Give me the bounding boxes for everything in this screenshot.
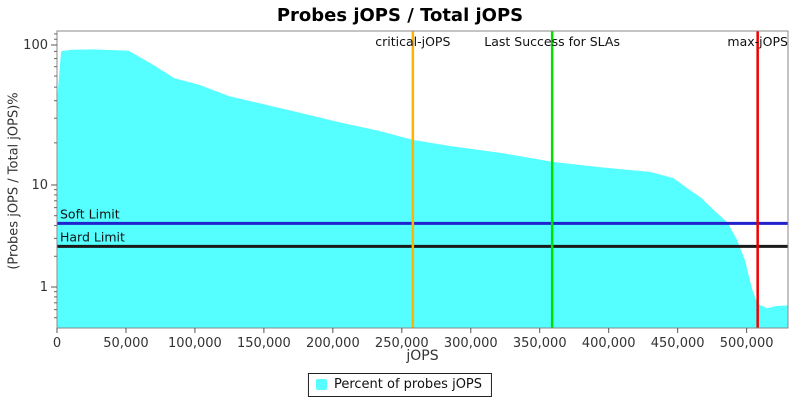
x-tick-label: 450,000 (651, 336, 705, 351)
x-axis-title: jOPS (406, 348, 439, 364)
probes-area-series (57, 49, 788, 329)
chart-title: Probes jOPS / Total jOPS (276, 5, 524, 26)
x-tick-label: 400,000 (582, 336, 636, 351)
y-tick-label: 10 (31, 178, 48, 193)
legend-label: Percent of probes jOPS (333, 377, 483, 392)
legend-swatch-icon (315, 379, 327, 390)
x-tick-label: 0 (53, 336, 61, 351)
hard-limit-label: Hard Limit (60, 229, 125, 244)
x-tick-label: 250,000 (375, 336, 429, 351)
x-tick-label: 100,000 (168, 336, 222, 351)
max-jops-label: max-jOPS (727, 34, 788, 49)
legend: Percent of probes jOPS (307, 373, 493, 397)
soft-limit-label: Soft Limit (60, 206, 120, 221)
x-tick-label: 500,000 (720, 336, 774, 351)
y-tick-label: 100 (23, 38, 48, 53)
x-tick-label: 350,000 (513, 336, 567, 351)
x-tick-label: 300,000 (444, 336, 498, 351)
x-tick-label: 150,000 (237, 336, 291, 351)
x-tick-label: 200,000 (306, 336, 360, 351)
y-tick-label: 1 (40, 280, 48, 295)
plot-border (56, 30, 789, 329)
sla-success-label: Last Success for SLAs (484, 34, 620, 49)
critical-jops-label: critical-jOPS (375, 34, 450, 49)
x-tick-label: 50,000 (103, 336, 149, 351)
